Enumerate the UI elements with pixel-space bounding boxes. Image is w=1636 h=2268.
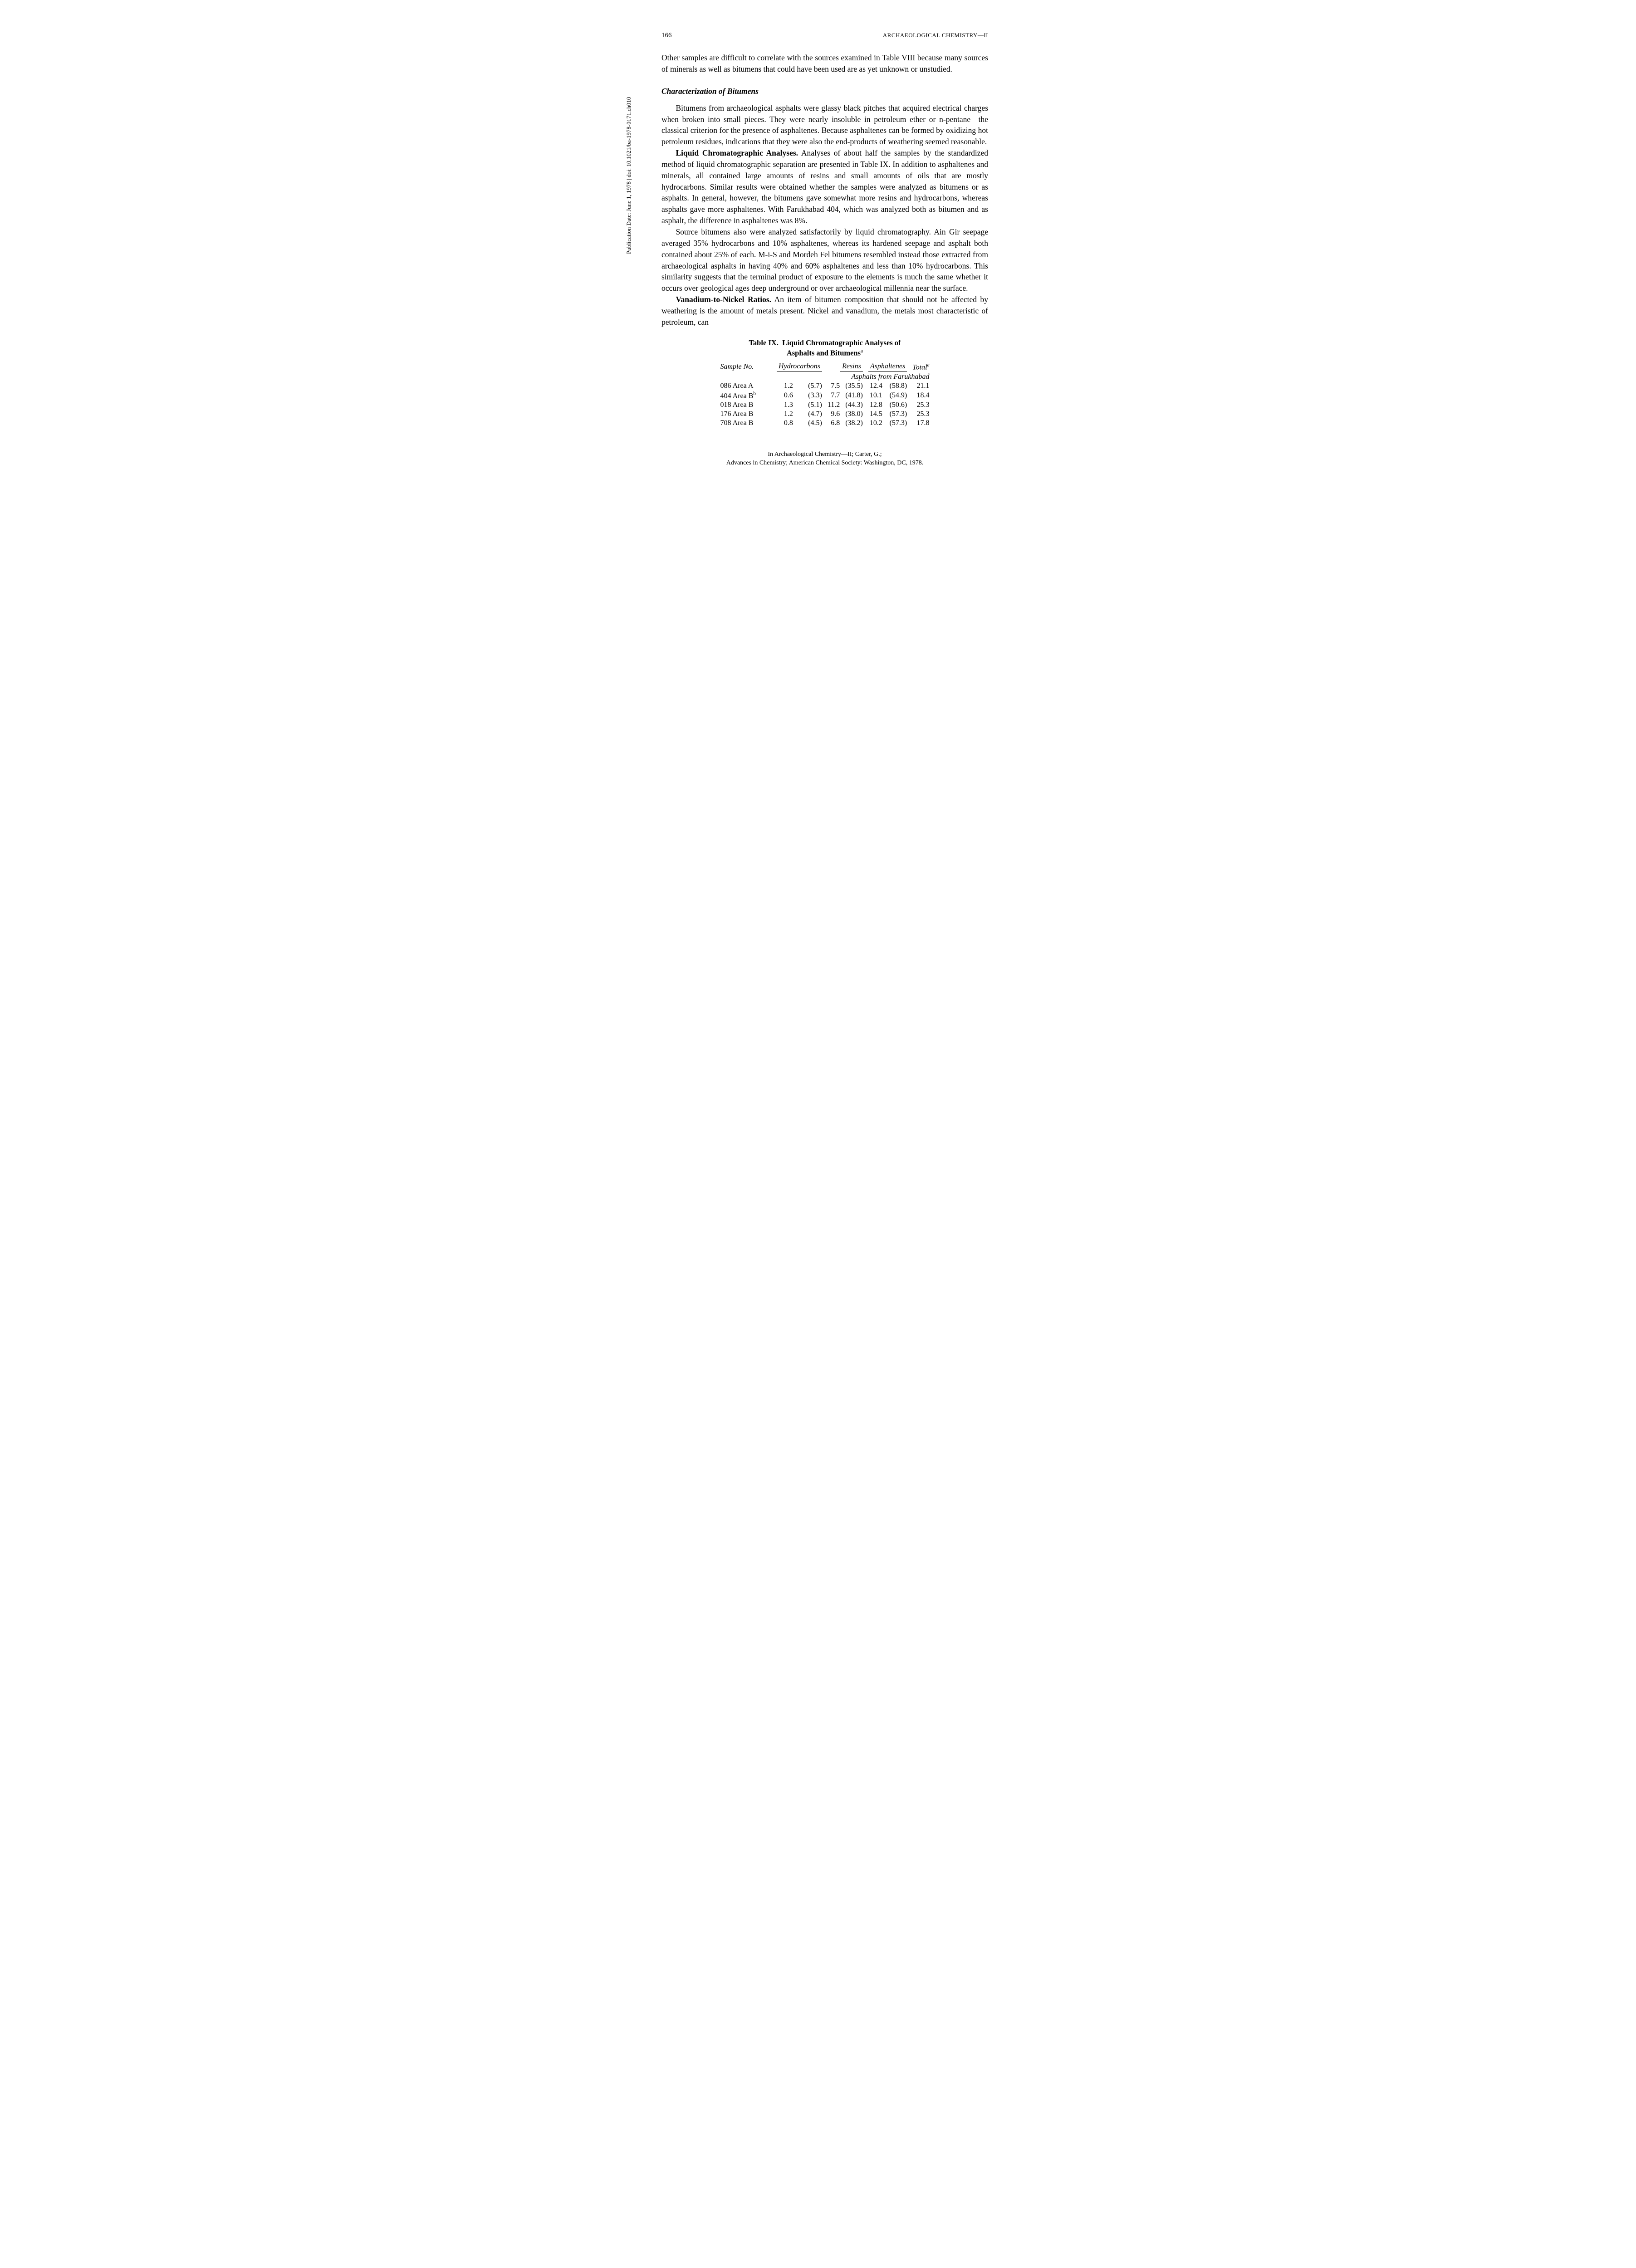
cell-asp: 12.4 [866,381,885,391]
run-in-heading-1: Liquid Chromatographic Analyses. [676,148,798,157]
cell-hc: 0.6 [774,391,796,401]
cell-hc-paren: (4.5) [796,419,825,428]
table-title-2: Asphalts and Bitumens [787,348,861,357]
cell-hc: 1.3 [774,401,796,410]
table-ix: Sample No. Hydrocarbons Resins Asphalten… [718,362,932,428]
cell-hc-paren: (5.1) [796,401,825,410]
page: Publication Date: June 1, 1978 | doi: 10… [616,0,1020,503]
cell-sample: 018 Area B [718,401,774,410]
cell-total: 21.1 [910,381,932,391]
cell-asp-paren: (57.3) [885,419,910,428]
col-sample: Sample No. [718,362,774,372]
cell-asp: 10.1 [866,391,885,401]
cell-hc: 0.8 [774,419,796,428]
table-header-row: Sample No. Hydrocarbons Resins Asphalten… [718,362,932,372]
running-head: ARCHAEOLOGICAL CHEMISTRY—II [883,32,988,39]
cell-sample: 404 Area Bb [718,391,774,401]
cell-asp-paren: (54.9) [885,391,910,401]
cell-res-paren: (38.0) [842,410,866,419]
page-header: 166 ARCHAEOLOGICAL CHEMISTRY—II [661,32,988,39]
cell-hc-paren: (4.7) [796,410,825,419]
cell-sample: 176 Area B [718,410,774,419]
paragraph-vanadium: Vanadium-to-Nickel Ratios. An item of bi… [661,294,988,328]
table-number: Table IX. [749,338,778,347]
cell-res: 6.8 [825,419,842,428]
run-in-heading-2: Vanadium-to-Nickel Ratios. [676,295,772,304]
table-row: 018 Area B1.3(5.1)11.2(44.3)12.8(50.6)25… [718,401,932,410]
cell-asp: 12.8 [866,401,885,410]
table-row: 086 Area A1.2(5.7)7.5(35.5)12.4(58.8)21.… [718,381,932,391]
cell-res-paren: (44.3) [842,401,866,410]
paragraph-bitumens: Bitumens from archaeological asphalts we… [661,103,988,147]
publication-sidebar: Publication Date: June 1, 1978 | doi: 10… [625,97,632,254]
footer-line-1: In Archaeological Chemistry—II; Carter, … [768,451,882,458]
cell-res-paren: (35.5) [842,381,866,391]
cell-hc: 1.2 [774,381,796,391]
cell-res: 7.5 [825,381,842,391]
col-asphaltenes: Asphaltenes [866,362,910,372]
cell-res-paren: (41.8) [842,391,866,401]
paragraph-liquid-chrom: Liquid Chromatographic Analyses. Analyse… [661,147,988,226]
cell-asp-paren: (57.3) [885,410,910,419]
paragraph-source-bitumens: Source bitumens also were analyzed satis… [661,226,988,294]
cell-res: 9.6 [825,410,842,419]
table-subheading-row: Asphalts from Farukhabad [718,372,932,381]
cell-asp: 14.5 [866,410,885,419]
cell-asp-paren: (58.8) [885,381,910,391]
col-resins: Resins [825,362,866,372]
table-caption: Table IX. Liquid Chromatographic Analyse… [661,338,988,358]
page-number: 166 [661,32,672,39]
cell-res-paren: (38.2) [842,419,866,428]
cell-res: 7.7 [825,391,842,401]
cell-hc: 1.2 [774,410,796,419]
cell-sample: 086 Area A [718,381,774,391]
cell-total: 25.3 [910,401,932,410]
table-title-sup: a [861,348,863,354]
cell-hc-paren: (3.3) [796,391,825,401]
paragraph-intro: Other samples are difficult to correlate… [661,52,988,75]
cell-total: 17.8 [910,419,932,428]
col-total: Totale [910,362,932,372]
table-title-1: Liquid Chromatographic Analyses of [782,338,901,347]
cell-res: 11.2 [825,401,842,410]
cell-asp-paren: (50.6) [885,401,910,410]
footer-line-2: Advances in Chemistry; American Chemical… [726,459,924,466]
table-subheading: Asphalts from Farukhabad [718,372,932,381]
table-row: 404 Area Bb0.6(3.3)7.7(41.8)10.1(54.9)18… [718,391,932,401]
cell-total: 18.4 [910,391,932,401]
paragraph-3-body: Analyses of about half the samples by th… [661,148,988,225]
table-row: 176 Area B1.2(4.7)9.6(38.0)14.5(57.3)25.… [718,410,932,419]
section-heading: Characterization of Bitumens [661,87,988,96]
page-footer: In Archaeological Chemistry—II; Carter, … [661,450,988,468]
cell-sample: 708 Area B [718,419,774,428]
table-row: 708 Area B0.8(4.5)6.8(38.2)10.2(57.3)17.… [718,419,932,428]
cell-total: 25.3 [910,410,932,419]
col-hydrocarbons: Hydrocarbons [774,362,825,372]
cell-asp: 10.2 [866,419,885,428]
cell-hc-paren: (5.7) [796,381,825,391]
